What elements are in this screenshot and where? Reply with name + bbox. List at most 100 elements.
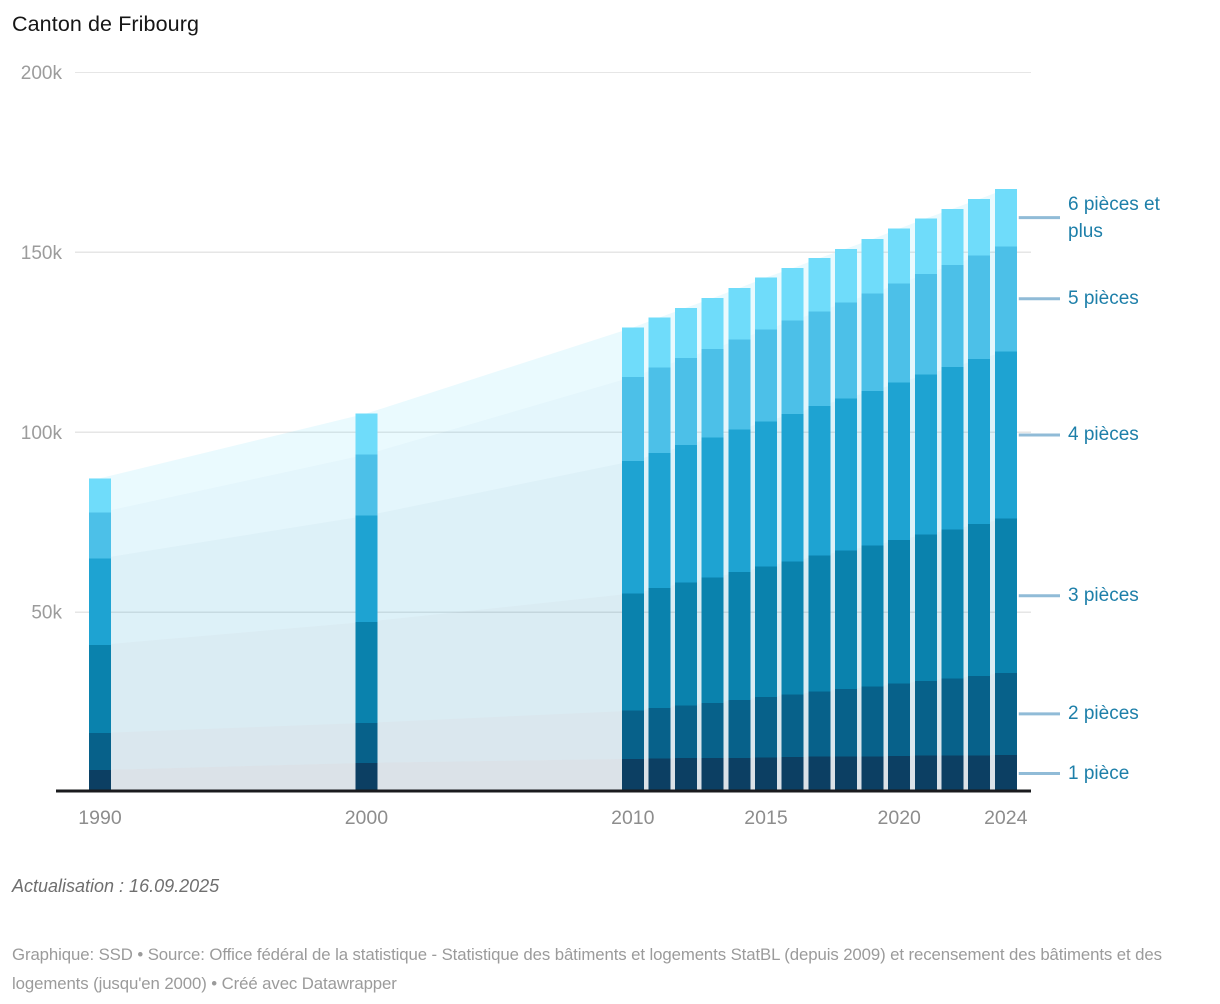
bar-2015-3-pieces[interactable] [755, 566, 777, 698]
bar-1990-1-piece[interactable] [89, 770, 111, 792]
bar-1990-6-pieces-et-plus[interactable] [89, 478, 111, 513]
bar-2015-4-pieces[interactable] [755, 421, 777, 567]
bar-2000-3-pieces[interactable] [355, 621, 378, 723]
bar-2016-1-piece[interactable] [781, 757, 804, 792]
bar-2022-6-pieces-et-plus[interactable] [941, 208, 964, 265]
bar-2017-1-piece[interactable] [808, 756, 831, 792]
bar-2020-6-pieces-et-plus[interactable] [888, 228, 911, 284]
bar-2015-1-piece[interactable] [755, 757, 777, 792]
bar-2020-4-pieces[interactable] [888, 382, 911, 540]
bar-2010-1-piece[interactable] [621, 758, 644, 792]
bar-2022-3-pieces[interactable] [941, 529, 964, 679]
bar-2013-5-pieces[interactable] [701, 349, 724, 438]
bar-2022-2-pieces[interactable] [941, 678, 964, 756]
bar-2022-1-piece[interactable] [941, 755, 964, 792]
bar-2024-5-pieces[interactable] [994, 246, 1017, 352]
bar-2010-4-pieces[interactable] [621, 461, 644, 594]
bar-2013-3-pieces[interactable] [701, 577, 724, 703]
bar-2019-6-pieces-et-plus[interactable] [861, 239, 884, 294]
bar-2020-5-pieces[interactable] [888, 283, 911, 383]
bar-2019-4-pieces[interactable] [861, 390, 884, 546]
bar-2017-2-pieces[interactable] [808, 691, 831, 757]
bar-2012-3-pieces[interactable] [675, 582, 698, 706]
bar-2019-5-pieces[interactable] [861, 293, 884, 391]
bar-2019-2-pieces[interactable] [861, 686, 884, 757]
bar-2017-6-pieces-et-plus[interactable] [808, 258, 831, 312]
bar-2021-2-pieces[interactable] [914, 680, 937, 756]
bar-2023-1-piece[interactable] [968, 755, 991, 792]
bar-2011-6-pieces-et-plus[interactable] [648, 317, 671, 368]
bar-2021-5-pieces[interactable] [914, 273, 937, 375]
bar-2013-6-pieces-et-plus[interactable] [701, 298, 724, 350]
bar-2000-6-pieces-et-plus[interactable] [355, 413, 378, 455]
bar-2014-2-pieces[interactable] [728, 699, 751, 758]
bar-2016-4-pieces[interactable] [781, 413, 804, 562]
bar-2016-6-pieces-et-plus[interactable] [781, 268, 804, 321]
bar-2012-2-pieces[interactable] [675, 705, 698, 759]
bar-2010-3-pieces[interactable] [621, 593, 644, 711]
bar-2023-4-pieces[interactable] [968, 359, 991, 524]
bar-2019-3-pieces[interactable] [861, 545, 884, 687]
bar-2024-6-pieces-et-plus[interactable] [994, 189, 1017, 247]
bar-2024-1-piece[interactable] [994, 754, 1017, 792]
bar-2000-4-pieces[interactable] [355, 515, 378, 622]
bar-2024-2-pieces[interactable] [994, 672, 1017, 755]
bar-2014-3-pieces[interactable] [728, 572, 751, 700]
bar-2016-2-pieces[interactable] [781, 694, 804, 758]
bar-2010-2-pieces[interactable] [621, 710, 644, 759]
bar-2024-4-pieces[interactable] [994, 351, 1017, 519]
bar-2015-5-pieces[interactable] [755, 329, 777, 422]
bar-1990-2-pieces[interactable] [89, 733, 111, 771]
bar-2021-3-pieces[interactable] [914, 534, 937, 681]
bar-2017-3-pieces[interactable] [808, 555, 831, 692]
bar-2017-4-pieces[interactable] [808, 405, 831, 556]
bar-2018-5-pieces[interactable] [834, 302, 857, 399]
bar-2021-1-piece[interactable] [914, 755, 937, 792]
bar-2024-3-pieces[interactable] [994, 518, 1017, 673]
bar-1990-4-pieces[interactable] [89, 558, 111, 645]
bar-2022-5-pieces[interactable] [941, 264, 964, 368]
bar-1990-5-pieces[interactable] [89, 512, 111, 559]
bar-2010-5-pieces[interactable] [621, 376, 644, 462]
bar-2000-1-piece[interactable] [355, 762, 378, 792]
bar-2018-6-pieces-et-plus[interactable] [834, 248, 857, 303]
bar-2018-2-pieces[interactable] [834, 689, 857, 757]
bar-2018-4-pieces[interactable] [834, 398, 857, 551]
bar-2018-3-pieces[interactable] [834, 550, 857, 690]
bar-2013-1-piece[interactable] [701, 758, 724, 792]
bar-2011-4-pieces[interactable] [648, 453, 671, 589]
bar-2000-5-pieces[interactable] [355, 454, 378, 516]
bar-2021-4-pieces[interactable] [914, 374, 937, 535]
bar-2023-2-pieces[interactable] [968, 675, 991, 756]
bar-2020-3-pieces[interactable] [888, 539, 911, 684]
bar-2014-1-piece[interactable] [728, 757, 751, 792]
bar-2015-2-pieces[interactable] [755, 697, 777, 758]
bar-2021-6-pieces-et-plus[interactable] [914, 218, 937, 274]
bar-2011-2-pieces[interactable] [648, 707, 671, 759]
bar-2011-3-pieces[interactable] [648, 588, 671, 708]
bar-2011-5-pieces[interactable] [648, 367, 671, 454]
bar-2023-3-pieces[interactable] [968, 523, 991, 676]
bar-2017-5-pieces[interactable] [808, 311, 831, 406]
bar-2020-1-piece[interactable] [888, 756, 911, 792]
bar-2014-6-pieces-et-plus[interactable] [728, 287, 751, 340]
bar-2010-6-pieces-et-plus[interactable] [621, 327, 644, 377]
bar-2022-4-pieces[interactable] [941, 367, 964, 530]
bar-2018-1-piece[interactable] [834, 756, 857, 792]
bar-2012-1-piece[interactable] [675, 758, 698, 792]
bar-2020-2-pieces[interactable] [888, 683, 911, 757]
bar-2012-4-pieces[interactable] [675, 445, 698, 583]
bar-2023-6-pieces-et-plus[interactable] [968, 199, 991, 256]
bar-2000-2-pieces[interactable] [355, 722, 378, 763]
bar-2016-5-pieces[interactable] [781, 320, 804, 414]
bar-2014-4-pieces[interactable] [728, 429, 751, 573]
bar-2015-6-pieces-et-plus[interactable] [755, 277, 777, 330]
bar-2012-6-pieces-et-plus[interactable] [675, 307, 698, 359]
bar-1990-3-pieces[interactable] [89, 644, 111, 734]
bar-2011-1-piece[interactable] [648, 758, 671, 792]
bar-2014-5-pieces[interactable] [728, 339, 751, 430]
bar-2016-3-pieces[interactable] [781, 561, 804, 695]
bar-2012-5-pieces[interactable] [675, 358, 698, 446]
bar-2013-2-pieces[interactable] [701, 702, 724, 759]
bar-2013-4-pieces[interactable] [701, 437, 724, 578]
